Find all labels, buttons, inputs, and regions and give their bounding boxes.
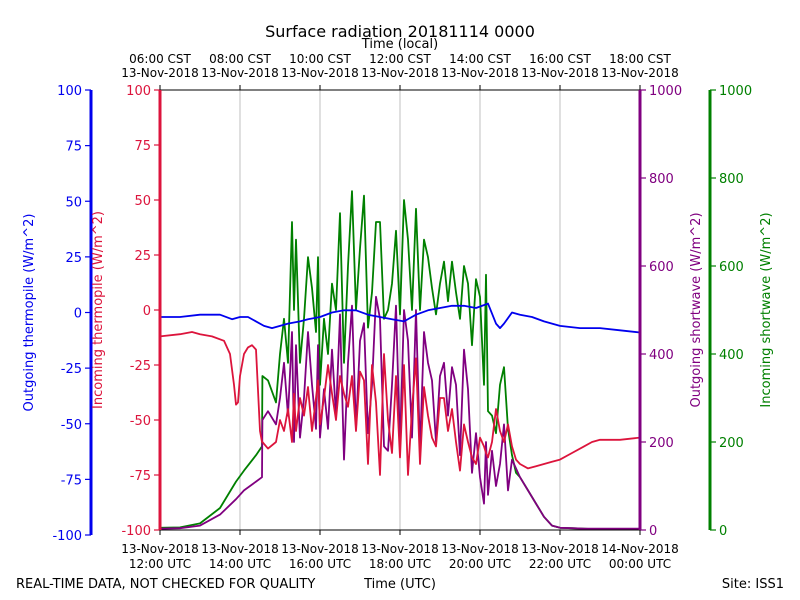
- series-line: [159, 295, 640, 530]
- y-tick-label: 200: [719, 436, 744, 451]
- x-tick-label: 13-Nov-2018: [121, 542, 199, 556]
- y-tick-label: -25: [61, 362, 82, 377]
- y-tick-label: 400: [719, 348, 744, 363]
- chart-title: Surface radiation 20181114 0000: [265, 22, 535, 41]
- top-tick-label: 10:00 CST: [289, 52, 351, 66]
- site-label: Site: ISS1: [722, 577, 784, 592]
- y-tick-label: -100: [52, 529, 82, 544]
- top-tick-label: 16:00 CST: [529, 52, 591, 66]
- y-tick-label: 0: [74, 307, 82, 322]
- top-tick-label: 13-Nov-2018: [521, 66, 599, 80]
- top-tick-label: 13-Nov-2018: [201, 66, 279, 80]
- top-tick-label: 12:00 CST: [369, 52, 431, 66]
- x-tick-label: 13-Nov-2018: [201, 542, 279, 556]
- y-tick-label: 25: [65, 251, 82, 266]
- x-tick-label: 14-Nov-2018: [601, 542, 679, 556]
- top-tick-label: 13-Nov-2018: [601, 66, 679, 80]
- y-axis-label-out_sw: Outgoing shortwave (W/m^2): [689, 212, 704, 407]
- quality-disclaimer: REAL-TIME DATA, NOT CHECKED FOR QUALITY: [16, 577, 315, 592]
- y-tick-label: 600: [719, 260, 744, 275]
- top-tick-label: 08:00 CST: [209, 52, 271, 66]
- y-tick-label: 400: [649, 348, 674, 363]
- series-line: [159, 331, 641, 476]
- y-tick-label: 0: [719, 524, 727, 539]
- bottom-axis-label: Time (UTC): [363, 577, 436, 592]
- top-tick-label: 13-Nov-2018: [361, 66, 439, 80]
- y-tick-label: 200: [649, 436, 674, 451]
- y-tick-label: 0: [649, 524, 657, 539]
- x-tick-label: 20:00 UTC: [449, 557, 511, 571]
- top-tick-label: 13-Nov-2018: [121, 66, 199, 80]
- axes: -100 -75 -50 -25 0 25 50 75 100 Outgoing thermopi…: [22, 84, 774, 544]
- y-tick-label: -50: [130, 414, 151, 429]
- top-tick-label: 13-Nov-2018: [441, 66, 519, 80]
- x-tick-label: 18:00 UTC: [369, 557, 431, 571]
- y-tick-label: 600: [649, 260, 674, 275]
- y-axis-label-in_sw: Incoming shortwave (W/m^2): [759, 212, 774, 407]
- series-lines: [159, 190, 641, 530]
- y-tick-label: -75: [61, 473, 82, 488]
- x-tick-label: 00:00 UTC: [609, 557, 671, 571]
- series-line: [159, 190, 640, 530]
- y-tick-label: 1000: [719, 84, 752, 99]
- top-tick-label: 14:00 CST: [449, 52, 511, 66]
- y-tick-label: 50: [134, 194, 151, 209]
- x-tick-label: 16:00 UTC: [289, 557, 351, 571]
- top-tick-label: 06:00 CST: [129, 52, 191, 66]
- y-tick-label: 50: [65, 195, 82, 210]
- y-tick-label: 800: [719, 172, 744, 187]
- y-tick-label: 800: [649, 172, 674, 187]
- y-axis-label-out_thermo: Outgoing thermopile (W/m^2): [22, 214, 37, 412]
- x-tick-label: 22:00 UTC: [529, 557, 591, 571]
- y-tick-label: 1000: [649, 84, 682, 99]
- top-axis-label: Time (local): [361, 37, 438, 52]
- y-tick-label: -25: [130, 359, 151, 374]
- y-tick-label: 75: [65, 140, 82, 155]
- x-tick-label: 13-Nov-2018: [521, 542, 599, 556]
- y-tick-label: 75: [134, 139, 151, 154]
- y-tick-label: 100: [57, 84, 82, 99]
- y-tick-label: -75: [130, 469, 151, 484]
- y-tick-label: -100: [121, 524, 151, 539]
- x-tick-label: 13-Nov-2018: [441, 542, 519, 556]
- y-tick-label: 100: [126, 84, 151, 99]
- top-tick-label: 18:00 CST: [609, 52, 671, 66]
- x-tick-label: 14:00 UTC: [209, 557, 271, 571]
- top-tick-label: 13-Nov-2018: [281, 66, 359, 80]
- y-tick-label: -50: [61, 418, 82, 433]
- y-tick-label: 0: [143, 304, 151, 319]
- x-tick-label: 13-Nov-2018: [281, 542, 359, 556]
- y-tick-label: 25: [134, 249, 151, 264]
- y-axis-label-in_thermo: Incoming thermopile (W/m^2): [91, 211, 106, 409]
- x-tick-label: 13-Nov-2018: [361, 542, 439, 556]
- series-line: [160, 302, 641, 334]
- x-tick-label: 12:00 UTC: [129, 557, 191, 571]
